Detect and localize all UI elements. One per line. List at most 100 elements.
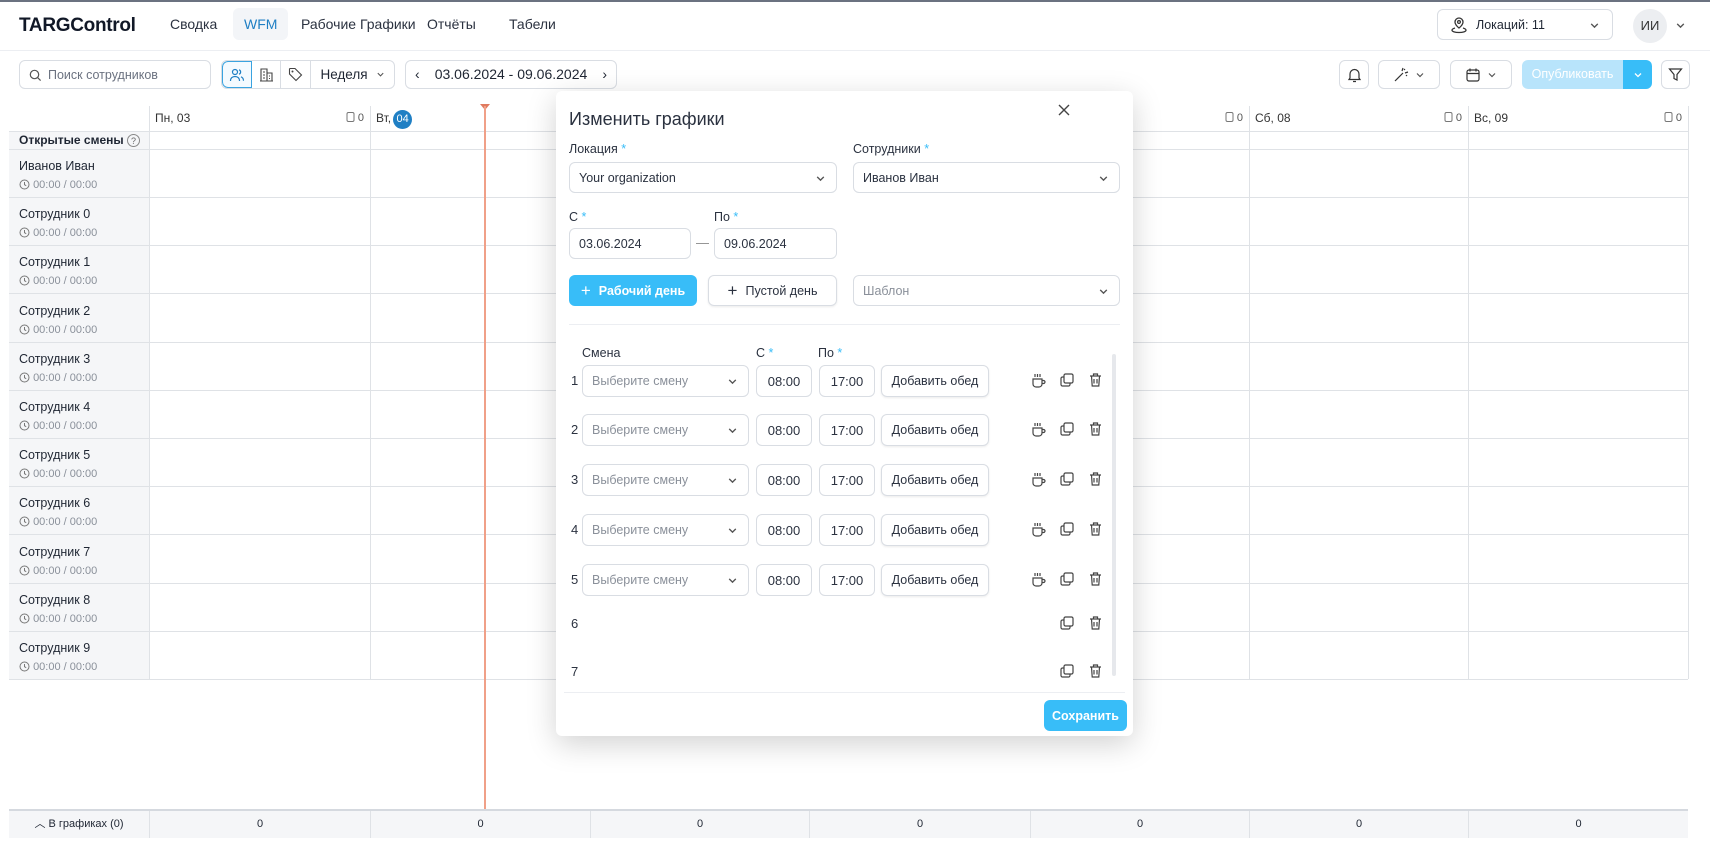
copy-icon[interactable] xyxy=(1059,571,1075,587)
nav-item-1[interactable]: WFM xyxy=(233,8,289,40)
delete-row-button[interactable] xyxy=(1088,471,1103,490)
copy-icon[interactable] xyxy=(1059,471,1075,487)
template-select[interactable]: Шаблон xyxy=(853,275,1120,306)
copy-row-button[interactable] xyxy=(1059,471,1075,490)
group-by-tag-button[interactable] xyxy=(281,61,311,88)
employee-name[interactable]: Сотрудник 6 xyxy=(19,496,91,511)
shift-select[interactable]: Выберите смену xyxy=(582,414,749,446)
employee-name[interactable]: Сотрудник 3 xyxy=(19,351,91,366)
start-time-input[interactable]: 08:00 xyxy=(756,365,812,397)
copy-icon[interactable] xyxy=(1059,521,1075,537)
copy-icon[interactable] xyxy=(1059,372,1075,388)
break-button[interactable] xyxy=(1030,571,1047,591)
add-lunch-button[interactable]: Добавить обед xyxy=(881,464,989,496)
copy-row-button[interactable] xyxy=(1059,663,1075,682)
trash-icon[interactable] xyxy=(1088,372,1103,388)
start-time-input[interactable]: 08:00 xyxy=(756,464,812,496)
copy-icon[interactable] xyxy=(1059,663,1075,679)
coffee-break-icon[interactable] xyxy=(1030,521,1047,538)
delete-row-button[interactable] xyxy=(1088,615,1103,634)
filter-button[interactable] xyxy=(1661,60,1690,89)
avatar[interactable]: ИИ xyxy=(1633,9,1667,43)
notifications-button[interactable] xyxy=(1339,60,1369,89)
add-work-day-button[interactable]: + Рабочий день xyxy=(569,275,697,306)
break-button[interactable] xyxy=(1030,521,1047,541)
shift-select[interactable]: Выберите смену xyxy=(582,564,749,596)
employee-name[interactable]: Сотрудник 5 xyxy=(19,448,91,463)
employee-name[interactable]: Сотрудник 2 xyxy=(19,303,91,318)
delete-row-button[interactable] xyxy=(1088,663,1103,682)
trash-icon[interactable] xyxy=(1088,471,1103,487)
locations-select[interactable]: Локаций: 11 xyxy=(1437,9,1613,40)
shift-select[interactable]: Выберите смену xyxy=(582,514,749,546)
copy-icon[interactable] xyxy=(1059,421,1075,437)
user-menu-chevron-icon[interactable] xyxy=(1675,20,1686,31)
end-time-input[interactable]: 17:00 xyxy=(819,464,875,496)
break-button[interactable] xyxy=(1030,471,1047,491)
trash-icon[interactable] xyxy=(1088,663,1103,679)
delete-row-button[interactable] xyxy=(1088,521,1103,540)
to-date-input[interactable]: 09.06.2024 xyxy=(714,228,837,259)
copy-icon[interactable] xyxy=(1059,615,1075,631)
coffee-break-icon[interactable] xyxy=(1030,372,1047,389)
copy-row-button[interactable] xyxy=(1059,521,1075,540)
delete-row-button[interactable] xyxy=(1088,571,1103,590)
shift-select[interactable]: Выберите смену xyxy=(582,464,749,496)
nav-item-3[interactable]: Отчёты xyxy=(427,16,476,32)
auto-schedule-button[interactable] xyxy=(1378,60,1440,89)
delete-row-button[interactable] xyxy=(1088,421,1103,440)
publish-button[interactable]: Опубликовать xyxy=(1522,60,1623,89)
group-by-location-button[interactable] xyxy=(252,61,281,88)
end-time-input[interactable]: 17:00 xyxy=(819,564,875,596)
prev-week-button[interactable]: ‹ xyxy=(415,66,420,82)
break-button[interactable] xyxy=(1030,372,1047,392)
delete-row-button[interactable] xyxy=(1088,372,1103,391)
coffee-break-icon[interactable] xyxy=(1030,421,1047,438)
scrollbar[interactable] xyxy=(1112,354,1116,676)
close-icon[interactable] xyxy=(1057,103,1071,117)
employee-name[interactable]: Сотрудник 9 xyxy=(19,641,91,655)
employee-name[interactable]: Сотрудник 4 xyxy=(19,400,91,414)
copy-row-button[interactable] xyxy=(1059,372,1075,391)
nav-item-4[interactable]: Табели xyxy=(509,16,556,32)
next-week-button[interactable]: › xyxy=(602,66,607,82)
trash-icon[interactable] xyxy=(1088,615,1103,631)
start-time-input[interactable]: 08:00 xyxy=(756,514,812,546)
trash-icon[interactable] xyxy=(1088,421,1103,437)
break-button[interactable] xyxy=(1030,421,1047,441)
calendar-button[interactable] xyxy=(1450,60,1512,89)
start-time-input[interactable]: 08:00 xyxy=(756,564,812,596)
add-lunch-button[interactable]: Добавить обед xyxy=(881,514,989,546)
nav-item-0[interactable]: Сводка xyxy=(170,16,218,32)
employee-name[interactable]: Сотрудник 8 xyxy=(19,592,91,607)
end-time-input[interactable]: 17:00 xyxy=(819,414,875,446)
trash-icon[interactable] xyxy=(1088,521,1103,537)
copy-row-button[interactable] xyxy=(1059,421,1075,440)
employee-search-input[interactable]: Поиск сотрудников xyxy=(19,60,211,89)
employees-select[interactable]: Иванов Иван xyxy=(853,162,1120,193)
trash-icon[interactable] xyxy=(1088,571,1103,587)
add-empty-day-button[interactable]: + Пустой день xyxy=(708,275,837,306)
save-button[interactable]: Сохранить xyxy=(1044,700,1127,731)
in-schedules-toggle[interactable]: ︿ В графиках (0) xyxy=(9,811,149,838)
group-by-employees-button[interactable] xyxy=(222,61,252,88)
copy-row-button[interactable] xyxy=(1059,571,1075,590)
publish-options-button[interactable] xyxy=(1623,60,1652,89)
employee-name[interactable]: Иванов Иван xyxy=(19,159,95,173)
employee-name[interactable]: Сотрудник 0 xyxy=(19,207,91,222)
coffee-break-icon[interactable] xyxy=(1030,471,1047,488)
copy-row-button[interactable] xyxy=(1059,615,1075,634)
end-time-input[interactable]: 17:00 xyxy=(819,514,875,546)
end-time-input[interactable]: 17:00 xyxy=(819,365,875,397)
add-lunch-button[interactable]: Добавить обед xyxy=(881,564,989,596)
help-icon[interactable]: ? xyxy=(127,134,140,147)
nav-item-2[interactable]: Рабочие Графики xyxy=(301,16,416,32)
employee-name[interactable]: Сотрудник 7 xyxy=(19,544,91,559)
from-date-input[interactable]: 03.06.2024 xyxy=(569,228,691,259)
add-lunch-button[interactable]: Добавить обед xyxy=(881,414,989,446)
start-time-input[interactable]: 08:00 xyxy=(756,414,812,446)
shift-select[interactable]: Выберите смену xyxy=(582,365,749,397)
coffee-break-icon[interactable] xyxy=(1030,571,1047,588)
location-select[interactable]: Your organization xyxy=(569,162,837,193)
employee-name[interactable]: Сотрудник 1 xyxy=(19,255,91,270)
